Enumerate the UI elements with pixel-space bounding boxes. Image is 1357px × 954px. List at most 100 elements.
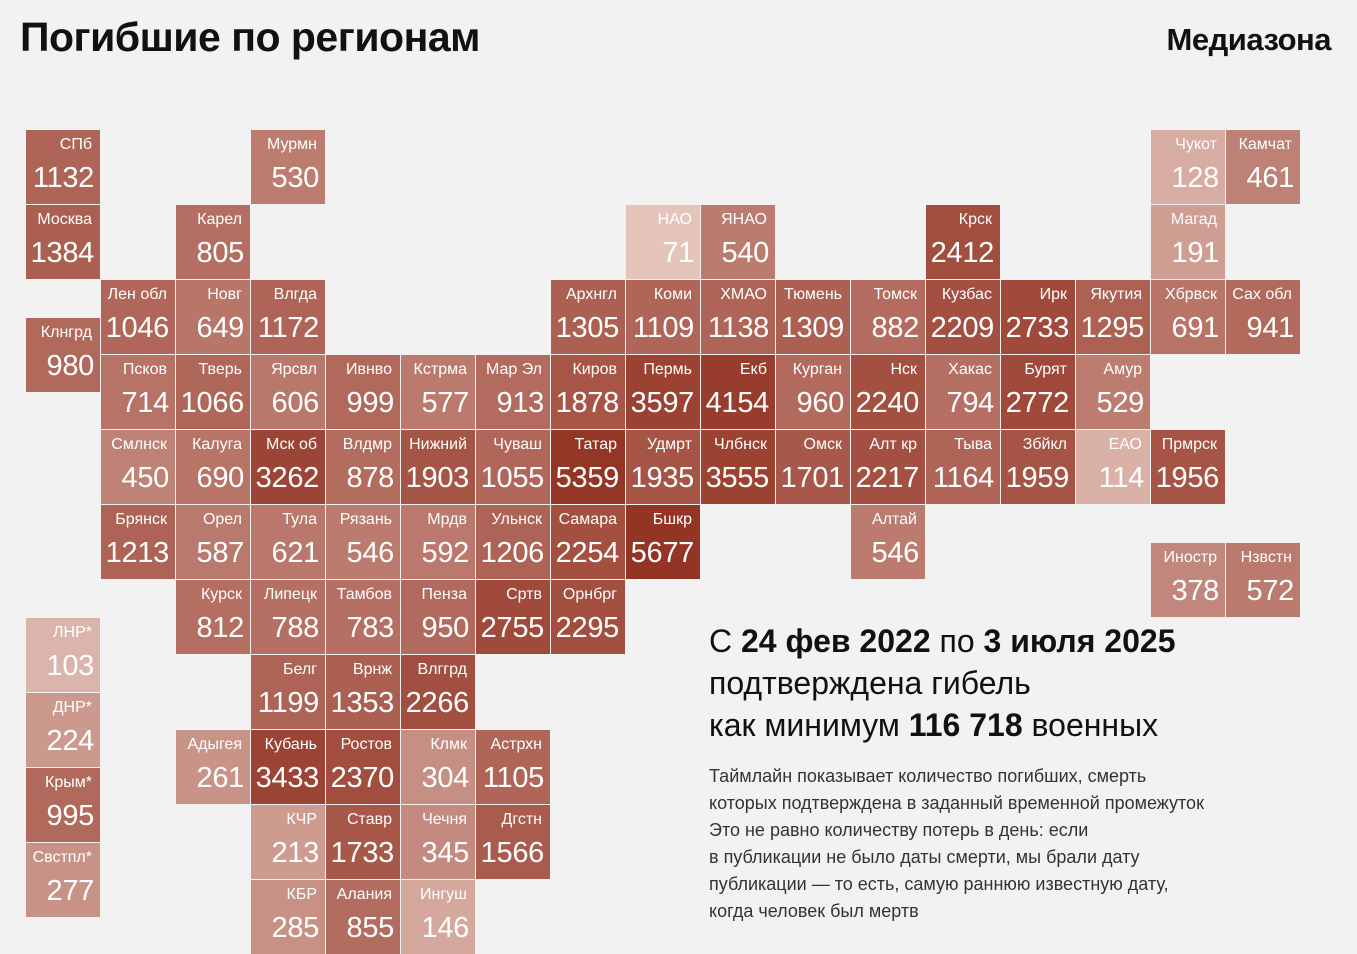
region-tile-yarsvl[interactable]: Ярсвл 606 (251, 355, 325, 429)
region-tile-penza[interactable]: Пенза 950 (401, 580, 475, 654)
region-tile-krym[interactable]: Крым* 995 (26, 767, 100, 842)
region-tile-omsk[interactable]: Омск 1701 (776, 430, 850, 504)
region-tile-smlnsk[interactable]: Смлнск 450 (101, 430, 175, 504)
region-tile-irk[interactable]: Ирк 2733 (1001, 280, 1075, 354)
region-tile-kamchat[interactable]: Камчат 461 (1226, 130, 1300, 204)
region-tile-arhngl[interactable]: Архнгл 1305 (551, 280, 625, 354)
region-tile-tyva[interactable]: Тыва 1164 (926, 430, 1000, 504)
region-tile-chlbnsk[interactable]: Члбнск 3555 (701, 430, 775, 504)
region-label: Свстпл* (32, 848, 92, 866)
region-tile-kuzbas[interactable]: Кузбас 2209 (926, 280, 1000, 354)
region-tile-vldmr[interactable]: Влдмр 878 (326, 430, 400, 504)
region-tile-vrnzh[interactable]: Врнж 1353 (326, 655, 400, 729)
region-tile-chukot[interactable]: Чукот 128 (1151, 130, 1225, 204)
region-tile-inostr[interactable]: Иностр 378 (1151, 542, 1225, 617)
region-tile-ulnsk[interactable]: Ульнск 1206 (476, 505, 550, 579)
region-tile-tyumen[interactable]: Тюмень 1309 (776, 280, 850, 354)
region-tile-kuban[interactable]: Кубань 3433 (251, 730, 325, 804)
region-tile-krsk[interactable]: Крск 2412 (926, 205, 1000, 279)
region-tile-klngrd[interactable]: Клнгрд 980 (26, 317, 100, 392)
region-tile-altay[interactable]: Алтай 546 (851, 505, 925, 579)
region-tile-klmk[interactable]: Клмк 304 (401, 730, 475, 804)
region-tile-rostov[interactable]: Ростов 2370 (326, 730, 400, 804)
region-tile-nsk[interactable]: Нск 2240 (851, 355, 925, 429)
region-tile-ivnvo[interactable]: Ивнво 999 (326, 355, 400, 429)
region-tile-kbr[interactable]: КБР 285 (251, 880, 325, 954)
region-tile-hbrvsk[interactable]: Хбрвск 691 (1151, 280, 1225, 354)
region-tile-zbkl[interactable]: Збйкл 1959 (1001, 430, 1075, 504)
region-tile-kurgan[interactable]: Курган 960 (776, 355, 850, 429)
region-tile-chechnya[interactable]: Чечня 345 (401, 805, 475, 879)
region-value: 3433 (255, 762, 320, 794)
region-value: 1213 (105, 537, 170, 569)
region-tile-ornbrg[interactable]: Орнбрг 2295 (551, 580, 625, 654)
region-tile-ryazan[interactable]: Рязань 546 (326, 505, 400, 579)
region-label: Рязань (339, 511, 392, 528)
region-tile-moskva[interactable]: Москва 1384 (26, 205, 100, 279)
region-tile-alt-kr[interactable]: Алт кр 2217 (851, 430, 925, 504)
region-tile-stavr[interactable]: Ставр 1733 (326, 805, 400, 879)
region-tile-prmrsk[interactable]: Прмрск 1956 (1151, 430, 1225, 504)
region-tile-adygeya[interactable]: Адыгея 261 (176, 730, 250, 804)
region-tile-mar-el[interactable]: Мар Эл 913 (476, 355, 550, 429)
region-tile-vlggrd[interactable]: Влггрд 2266 (401, 655, 475, 729)
region-tile-magad[interactable]: Магад 191 (1151, 205, 1225, 279)
region-tile-srtv[interactable]: Сртв 2755 (476, 580, 550, 654)
region-tile-kstrma[interactable]: Кстрма 577 (401, 355, 475, 429)
region-tile-komi[interactable]: Коми 1109 (626, 280, 700, 354)
region-tile-msk-ob[interactable]: Мск об 3262 (251, 430, 325, 504)
region-tile-len-obl[interactable]: Лен обл 1046 (101, 280, 175, 354)
region-tile-ekb[interactable]: Екб 4154 (701, 355, 775, 429)
region-tile-dnr[interactable]: ДНР* 224 (26, 692, 100, 767)
region-tile-alaniya[interactable]: Алания 855 (326, 880, 400, 954)
region-tile-mrdv[interactable]: Мрдв 592 (401, 505, 475, 579)
region-tile-tomsk[interactable]: Томск 882 (851, 280, 925, 354)
region-tile-kirov[interactable]: Киров 1878 (551, 355, 625, 429)
region-tile-orel[interactable]: Орел 587 (176, 505, 250, 579)
region-tile-lnr[interactable]: ЛНР* 103 (26, 617, 100, 692)
region-tile-kaluga[interactable]: Калуга 690 (176, 430, 250, 504)
region-tile-nizhniy[interactable]: Нижний 1903 (401, 430, 475, 504)
region-tile-kchr[interactable]: КЧР 213 (251, 805, 325, 879)
region-tile-chuvash[interactable]: Чуваш 1055 (476, 430, 550, 504)
region-tile-hakas[interactable]: Хакас 794 (926, 355, 1000, 429)
region-tile-svstpl[interactable]: Свстпл* 277 (26, 842, 100, 917)
region-tile-buryat[interactable]: Бурят 2772 (1001, 355, 1075, 429)
region-tile-murmn[interactable]: Мурмн 530 (251, 130, 325, 204)
region-tile-sah-obl[interactable]: Сах обл 941 (1226, 280, 1300, 354)
region-tile-nao[interactable]: НАО 71 (626, 205, 700, 279)
region-tile-amur[interactable]: Амур 529 (1076, 355, 1150, 429)
region-tile-belg[interactable]: Белг 1199 (251, 655, 325, 729)
region-value: 3555 (705, 462, 770, 494)
region-tile-tula[interactable]: Тула 621 (251, 505, 325, 579)
region-tile-perm[interactable]: Пермь 3597 (626, 355, 700, 429)
region-label: Алт кр (869, 436, 917, 453)
region-tile-dgstn[interactable]: Дгстн 1566 (476, 805, 550, 879)
region-tile-karel[interactable]: Карел 805 (176, 205, 250, 279)
region-tile-nzvstn[interactable]: Нзвстн 572 (1226, 542, 1300, 617)
region-tile-novg[interactable]: Новг 649 (176, 280, 250, 354)
region-tile-lipetsk[interactable]: Липецк 788 (251, 580, 325, 654)
region-tile-tambov[interactable]: Тамбов 783 (326, 580, 400, 654)
region-tile-udmrt[interactable]: Удмрт 1935 (626, 430, 700, 504)
region-tile-tver[interactable]: Тверь 1066 (176, 355, 250, 429)
region-tile-pskov[interactable]: Псков 714 (101, 355, 175, 429)
region-tile-bshkr[interactable]: Бшкр 5677 (626, 505, 700, 579)
region-label: Адыгея (187, 736, 242, 753)
region-tile-vlgda[interactable]: Влгда 1172 (251, 280, 325, 354)
region-tile-bryansk[interactable]: Брянск 1213 (101, 505, 175, 579)
region-tile-astrhn[interactable]: Астрхн 1105 (476, 730, 550, 804)
summary-line-2: подтверждена гибель (709, 665, 1031, 701)
region-value: 2254 (555, 537, 620, 569)
region-tile-hmao[interactable]: ХМАО 1138 (701, 280, 775, 354)
region-tile-yanao[interactable]: ЯНАО 540 (701, 205, 775, 279)
region-tile-eao[interactable]: ЕАО 114 (1076, 430, 1150, 504)
region-value: 1132 (32, 162, 94, 194)
note-line: которых подтверждена в заданный временно… (709, 793, 1204, 813)
region-tile-ingush[interactable]: Ингуш 146 (401, 880, 475, 954)
region-tile-yakutiya[interactable]: Якутия 1295 (1076, 280, 1150, 354)
region-tile-tatar[interactable]: Татар 5359 (551, 430, 625, 504)
region-tile-kursk[interactable]: Курск 812 (176, 580, 250, 654)
region-tile-spb[interactable]: СПб 1132 (26, 130, 100, 204)
region-tile-samara[interactable]: Самара 2254 (551, 505, 625, 579)
